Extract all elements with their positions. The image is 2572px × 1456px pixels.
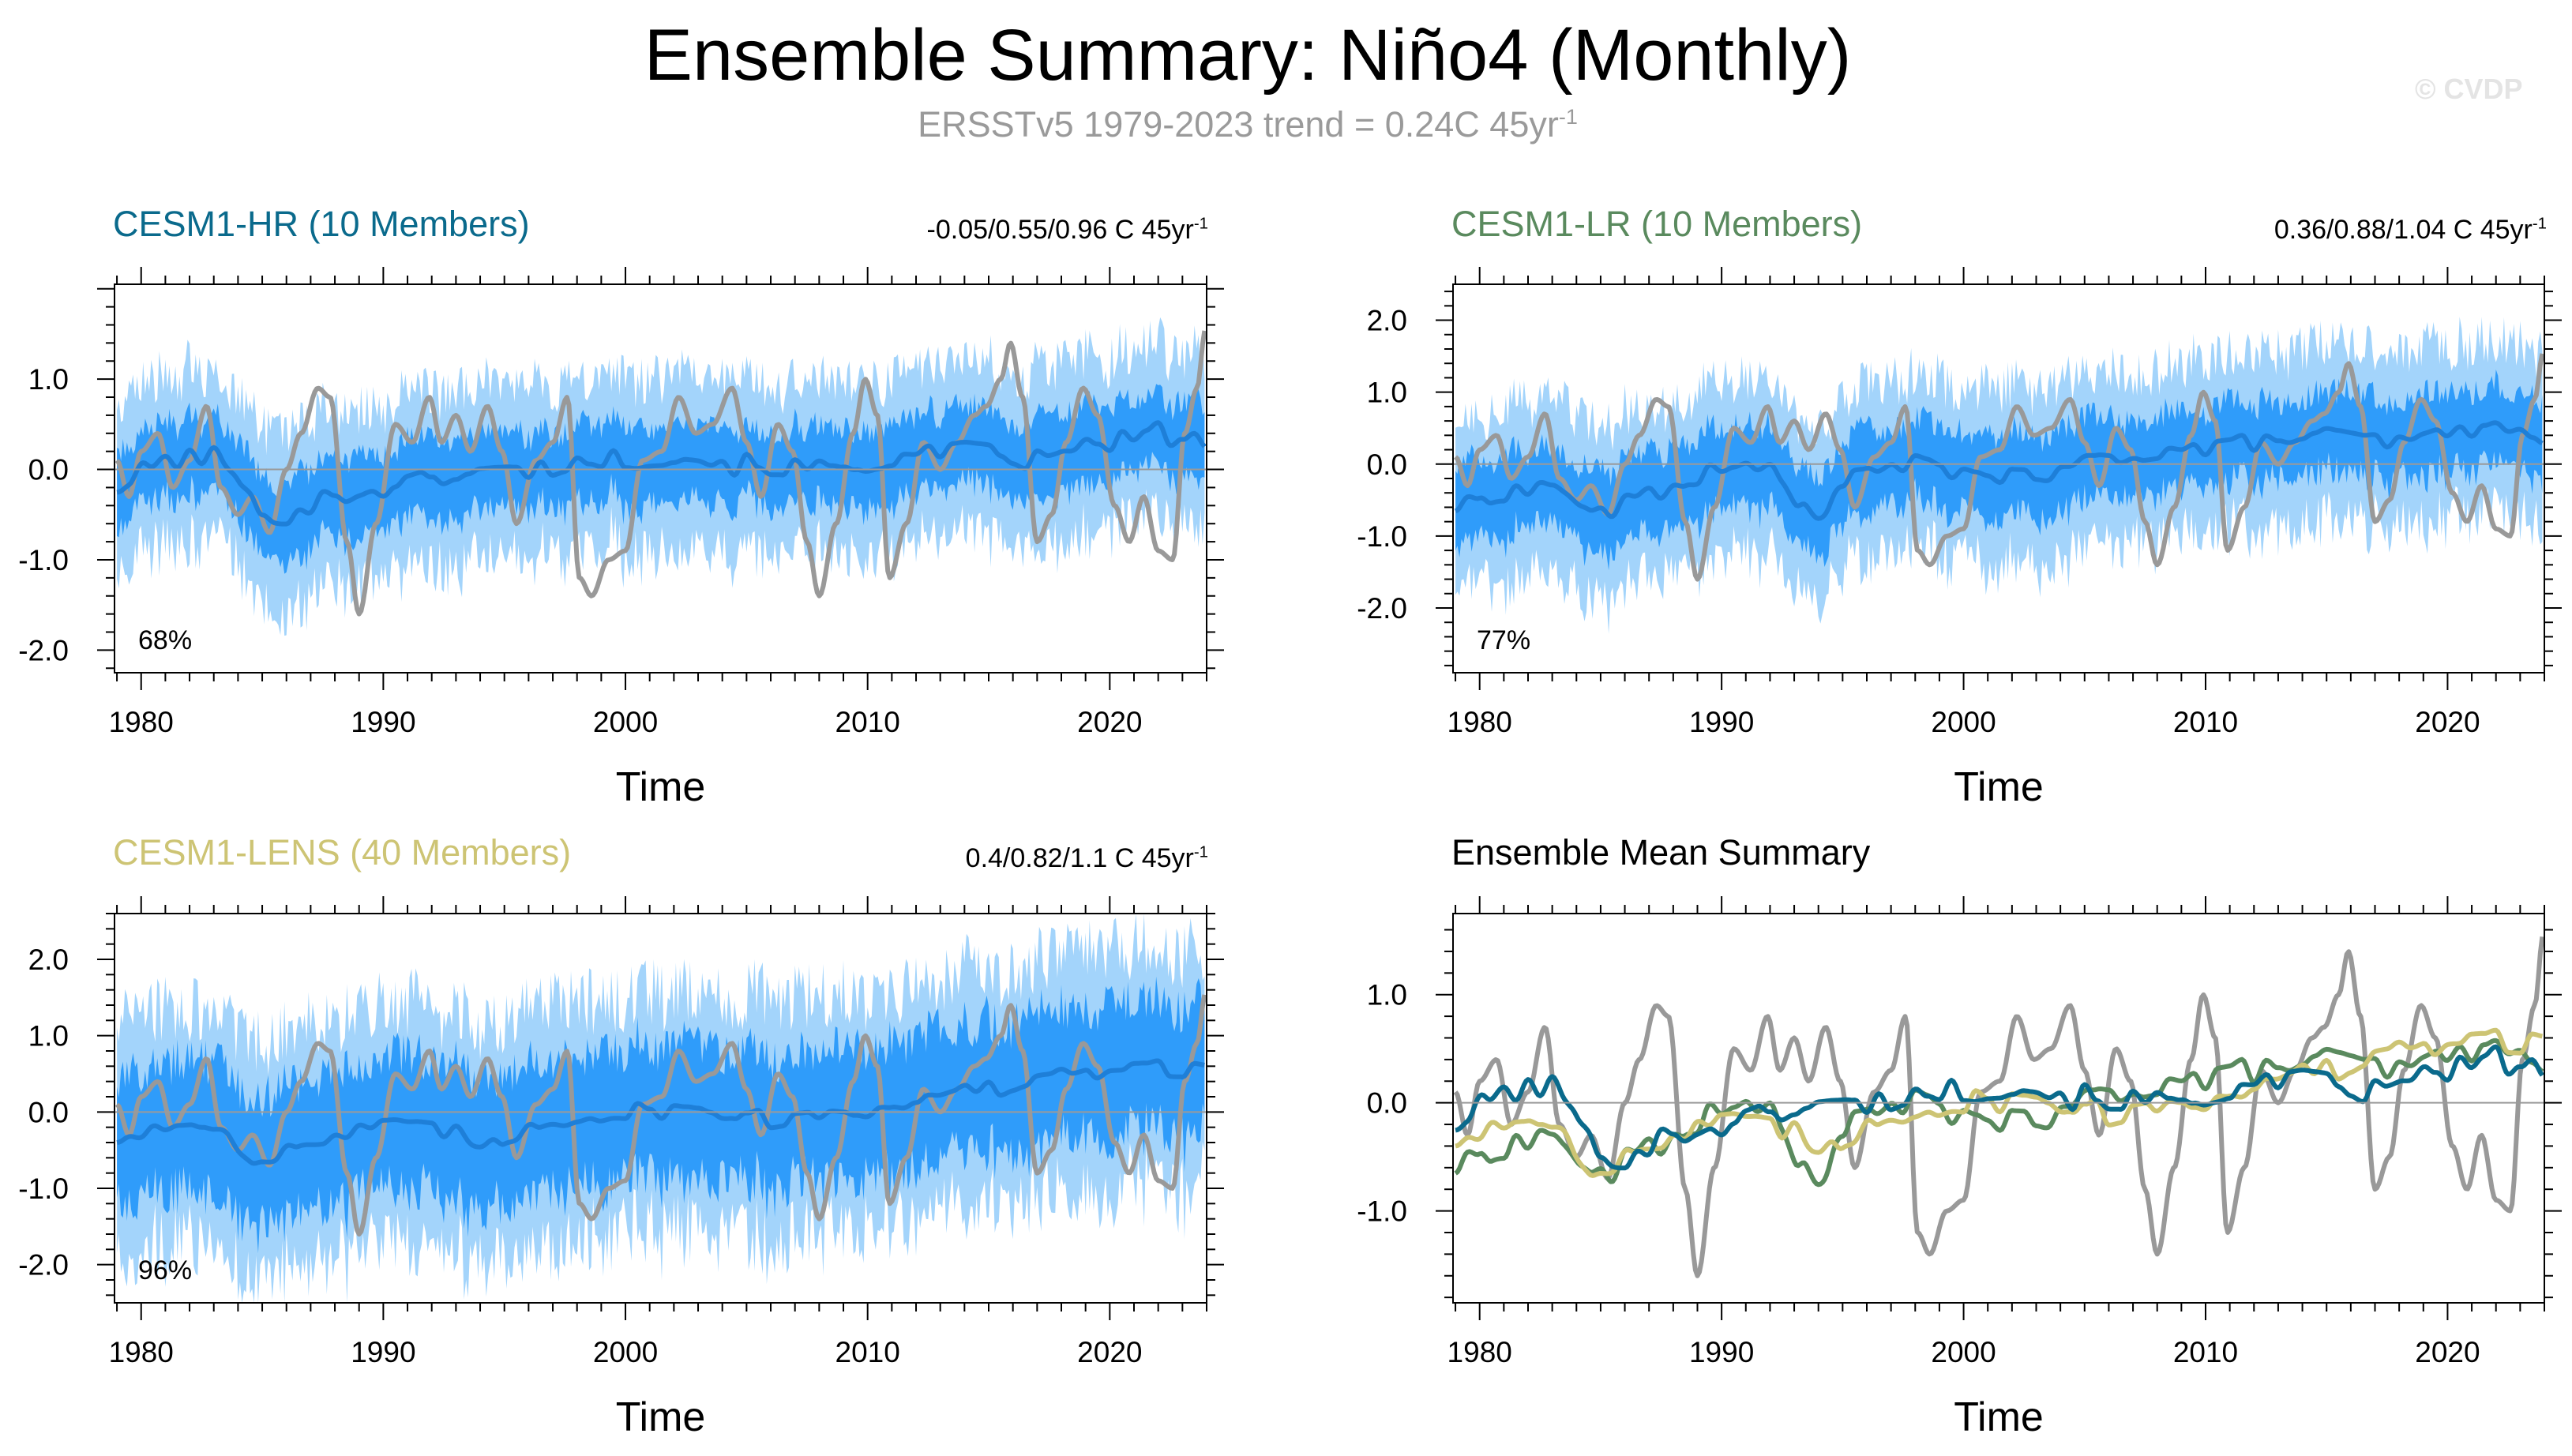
x-tick-label: 1980: [109, 1336, 174, 1368]
x-tick-label: 2010: [2173, 1336, 2238, 1368]
ensemble-mean-line-cesm1-hr: [1455, 1044, 2544, 1171]
panel-title-ensemble-mean: Ensemble Mean Summary: [1451, 832, 1871, 872]
trend-superscript: -1: [2532, 215, 2547, 233]
x-tick-label: 2000: [593, 706, 658, 738]
trend-label-cesm1-lr: 0.36/0.88/1.04 C 45yr-1: [2191, 215, 2547, 246]
panel-cesm1-lens: 1980 1990 2000 2010 2020 -2.0 -1.0 0.0 1.0 2.0 Tim…: [18, 896, 1224, 1440]
trend-label-cesm1-lens: 0.4/0.82/1.1 C 45yr-1: [853, 843, 1208, 874]
main-title: Ensemble Summary: Niño4 (Monthly): [644, 15, 1852, 96]
spread-band-dark: [117, 384, 1205, 574]
x-tick-label: 1990: [1689, 1336, 1754, 1368]
subtitle-text: ERSSTv5 1979-2023 trend = 0.24C 45yr: [918, 104, 1559, 144]
x-tick-label: 2010: [835, 706, 900, 738]
x-axis-label: Time: [616, 764, 706, 810]
x-tick-label: 1980: [1447, 706, 1512, 738]
panel-title-cesm1-lr: CESM1-LR (10 Members): [1451, 204, 1863, 244]
panel-cesm1-lr: 1980 1990 2000 2010 2020 -2.0 -1.0 0.0 1.0 2.0 Tim…: [1357, 267, 2562, 810]
x-tick-label: 2020: [1077, 1336, 1142, 1368]
y-tick-label: 1.0: [1367, 979, 1407, 1011]
x-tick-label: 1990: [1689, 706, 1754, 738]
panel-cesm1-hr: 1980 1990 2000 2010 2020 -2.0 -1.0 0.0 1.0 Time 68…: [18, 267, 1224, 810]
trend-text: 0.36/0.88/1.04 C 45yr: [2273, 215, 2533, 245]
x-tick-label: 2000: [1931, 706, 1996, 738]
x-tick-label: 1990: [351, 706, 415, 738]
x-tick-label: 2010: [835, 1336, 900, 1368]
observed-line: [115, 330, 1207, 617]
plot-frame: [114, 913, 1207, 1304]
x-tick-label: 1990: [351, 1336, 415, 1368]
x-tick-label: 1980: [1447, 1336, 1512, 1368]
trend-superscript: -1: [1193, 843, 1208, 861]
x-tick-label: 2020: [1077, 706, 1142, 738]
x-tick-label: 2020: [2415, 1336, 2480, 1368]
spread-band-dark: [1455, 370, 2543, 571]
x-axis-label: Time: [1954, 1394, 2044, 1440]
x-axis-label: Time: [1954, 764, 2044, 810]
y-tick-label: 2.0: [28, 944, 69, 976]
trend-label-cesm1-hr: -0.05/0.55/0.96 C 45yr-1: [853, 215, 1208, 246]
x-axis-label: Time: [616, 1394, 706, 1440]
panel-ensemble-mean: 1980 1990 2000 2010 2020 -1.0 0.0 1.0 Time: [1357, 896, 2562, 1440]
y-tick-label: 0.0: [28, 454, 69, 486]
y-tick-label: 1.0: [1367, 377, 1407, 409]
y-tick-label: 0.0: [1367, 448, 1407, 481]
y-tick-label: -2.0: [1357, 592, 1407, 625]
plot-frame: [1452, 913, 2545, 1304]
trend-superscript: -1: [1193, 215, 1208, 233]
x-tick-label: 2000: [593, 1336, 658, 1368]
watermark: © CVDP: [2415, 73, 2523, 105]
percent-label: 68%: [138, 625, 192, 655]
trend-text: -0.05/0.55/0.96 C 45yr: [926, 215, 1194, 245]
y-tick-label: 0.0: [28, 1096, 69, 1128]
y-tick-label: -1.0: [18, 1173, 69, 1205]
plot-frame: [114, 283, 1207, 674]
y-tick-label: -2.0: [18, 1249, 69, 1282]
ensemble-mean-line: [1454, 420, 2544, 521]
panel-title-cesm1-lens: CESM1-LENS (40 Members): [113, 832, 572, 872]
x-tick-label: 2000: [1931, 1336, 1996, 1368]
observed-line: [1453, 936, 2545, 1278]
x-tick-label: 1980: [109, 706, 174, 738]
subtitle: ERSSTv5 1979-2023 trend = 0.24C 45yr-1: [0, 104, 2495, 145]
ensemble-mean-line: [116, 1058, 1205, 1166]
observed-line: [115, 994, 1207, 1236]
y-tick-label: -1.0: [1357, 1195, 1407, 1228]
trend-text: 0.4/0.82/1.1 C 45yr: [965, 843, 1194, 873]
y-tick-label: -2.0: [18, 634, 69, 666]
y-tick-label: 0.0: [1367, 1087, 1407, 1120]
observed-line: [1454, 353, 2545, 582]
y-tick-label: 1.0: [28, 1020, 69, 1053]
x-tick-label: 2010: [2173, 706, 2238, 738]
spread-band-dark: [117, 976, 1205, 1254]
y-tick-label: -1.0: [18, 544, 69, 576]
panel-title-cesm1-hr: CESM1-HR (10 Members): [113, 204, 530, 244]
x-tick-label: 2020: [2415, 706, 2480, 738]
percent-label: 77%: [1477, 625, 1530, 655]
y-tick-label: -1.0: [1357, 520, 1407, 553]
y-tick-label: 1.0: [28, 363, 69, 396]
y-tick-label: 2.0: [1367, 305, 1407, 337]
ensemble-mean-line: [116, 420, 1207, 527]
subtitle-superscript: -1: [1558, 105, 1578, 129]
percent-label: 96%: [138, 1255, 192, 1285]
